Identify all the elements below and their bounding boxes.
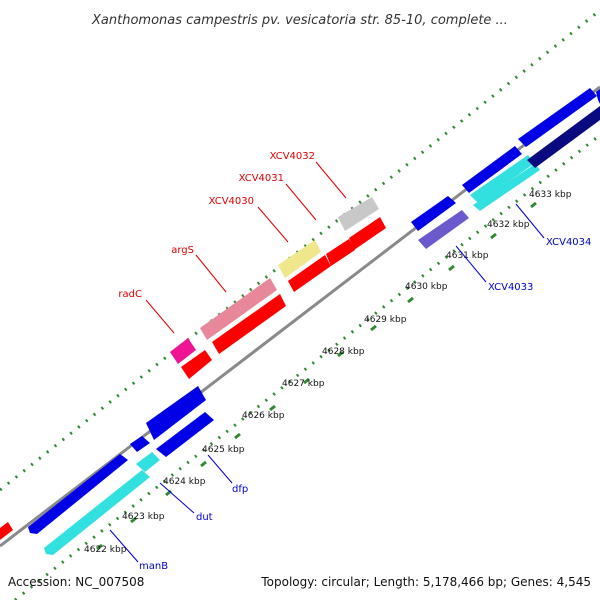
gene-labels: radC argS XCV4030 XCV4031 XCV4032 XCV403… [118,151,591,572]
scale-label: 4628 kbp [322,347,365,357]
gene-label-XCV4033[interactable]: XCV4033 [488,282,533,293]
gene-label-argS[interactable]: argS [171,245,194,256]
gene-feature-cyan[interactable] [470,155,535,203]
gene-feature-cyan[interactable] [136,452,160,472]
gene-feature-red[interactable] [0,522,13,540]
genome-summary-text: Topology: circular; Length: 5,178,466 bp… [260,575,591,589]
gene-feature-silver[interactable] [338,197,379,231]
gene-feature-pink[interactable] [200,278,277,340]
scale-label: 4625 kbp [202,445,245,455]
gene-leader-lines [109,161,545,563]
gene-feature-red[interactable] [349,217,386,250]
gene-feature-blue[interactable] [130,436,150,452]
outer-dotted-track-lower [14,133,600,600]
gene-feature-blue[interactable] [156,412,214,457]
gene-feature-cyan[interactable] [44,470,150,555]
gene-label-radC[interactable]: radC [118,289,142,300]
scale-label: 4633 kbp [529,190,572,200]
map-title: Xanthomonas campestris pv. vesicatoria s… [91,13,508,28]
scale-label: 4623 kbp [122,512,165,522]
gene-label-dut[interactable]: dut [196,512,213,523]
gene-feature-blue[interactable] [518,88,597,147]
scale-label: 4622 kbp [84,545,127,555]
scale-label: 4632 kbp [487,220,530,230]
gene-feature-magenta[interactable] [170,338,196,364]
gene-feature-khaki[interactable] [278,240,321,278]
reverse-strand-genes [28,88,600,555]
scale-label: 4631 kbp [446,251,489,261]
scale-labels: 4622 kbp 4623 kbp 4624 kbp 4625 kbp 4626… [84,190,572,555]
gene-feature-red[interactable] [212,294,286,354]
forward-strand-genes [0,197,386,540]
gene-feature-blue[interactable] [596,89,600,104]
scale-label: 4627 kbp [282,379,325,389]
scale-label: 4629 kbp [364,315,407,325]
scale-label: 4624 kbp [163,477,206,487]
gene-label-XCV4031[interactable]: XCV4031 [239,173,284,184]
gene-feature-navy[interactable] [527,106,600,168]
gene-label-XCV4034[interactable]: XCV4034 [546,237,591,248]
gene-label-manB[interactable]: manB [139,561,168,572]
gene-feature-red[interactable] [326,239,355,266]
gene-feature-slate[interactable] [418,210,469,249]
gene-feature-red[interactable] [288,255,331,292]
gene-feature-blue[interactable] [146,386,206,440]
gene-feature-blue[interactable] [411,196,456,231]
scale-ticks [96,201,537,551]
gene-feature-blue[interactable] [462,146,522,193]
gene-feature-blue[interactable] [28,454,128,534]
scale-label: 4630 kbp [405,282,448,292]
accession-text: Accession: NC_007508 [8,575,144,589]
gene-feature-cyan[interactable] [473,164,540,211]
gene-label-XCV4030[interactable]: XCV4030 [209,196,254,207]
scale-label: 4626 kbp [242,411,285,421]
gene-label-dfp[interactable]: dfp [232,484,248,495]
gene-feature-red[interactable] [181,350,212,379]
gene-label-XCV4032[interactable]: XCV4032 [270,151,315,162]
